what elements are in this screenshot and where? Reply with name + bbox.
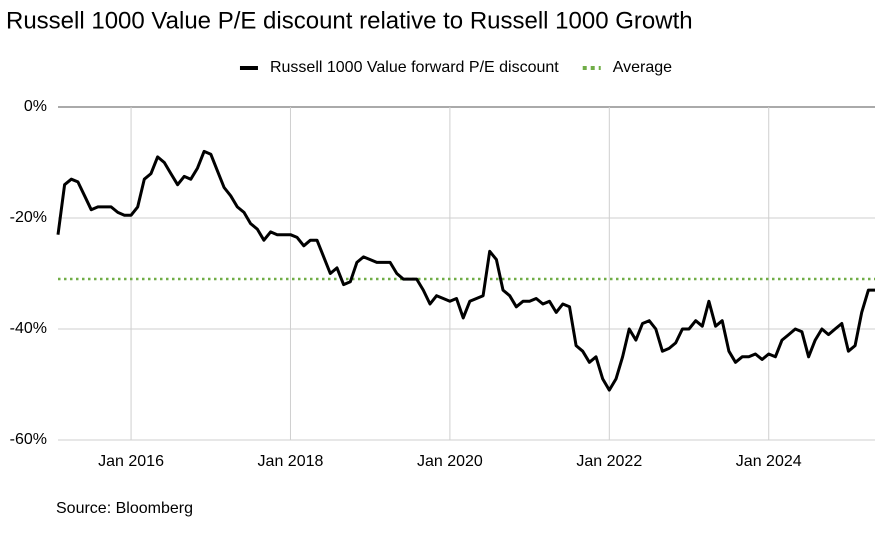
data-line bbox=[56, 149, 875, 392]
y-tick-label: -40% bbox=[10, 320, 47, 337]
y-tick-label: -20% bbox=[10, 209, 47, 226]
x-tick-label: Jan 2016 bbox=[98, 453, 164, 470]
y-tick-label: 0% bbox=[24, 98, 47, 115]
x-tick-label: Jan 2020 bbox=[417, 453, 483, 470]
legend-label: Russell 1000 Value forward P/E discount bbox=[270, 59, 559, 76]
source-note: Source: Bloomberg bbox=[56, 500, 193, 517]
x-tick-label: Jan 2018 bbox=[258, 453, 324, 470]
chart-title: Russell 1000 Value P/E discount relative… bbox=[6, 7, 693, 34]
y-tick-label: -60% bbox=[10, 431, 47, 448]
legend-label: Average bbox=[613, 59, 672, 76]
x-tick-label: Jan 2024 bbox=[736, 453, 802, 470]
x-tick-label: Jan 2022 bbox=[576, 453, 642, 470]
